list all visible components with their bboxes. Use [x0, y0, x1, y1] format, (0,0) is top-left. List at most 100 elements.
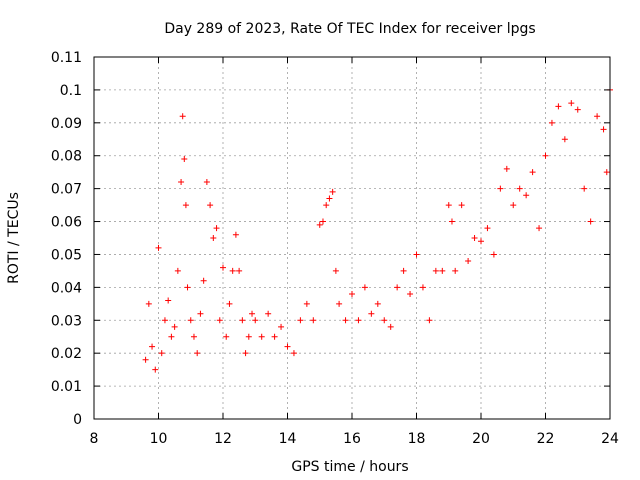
data-point	[445, 202, 452, 209]
data-point	[529, 169, 536, 176]
data-point	[548, 119, 555, 126]
data-point	[419, 284, 426, 291]
data-point	[581, 185, 588, 192]
data-point	[329, 188, 336, 195]
data-point	[342, 317, 349, 324]
y-tick-label: 0	[73, 412, 82, 428]
data-point	[213, 225, 220, 232]
data-point	[236, 267, 243, 274]
data-point	[361, 284, 368, 291]
data-point	[503, 165, 510, 172]
data-point	[452, 267, 459, 274]
data-point	[490, 251, 497, 258]
data-point	[497, 185, 504, 192]
data-point	[439, 267, 446, 274]
y-tick-label: 0.07	[51, 182, 82, 198]
x-tick-label: 12	[214, 431, 232, 447]
data-point	[229, 267, 236, 274]
data-point	[171, 323, 178, 330]
y-tick-label: 0.11	[51, 50, 82, 66]
data-point	[587, 218, 594, 225]
data-point	[349, 290, 355, 297]
data-point	[555, 103, 562, 110]
data-point	[181, 156, 188, 163]
data-point	[465, 258, 472, 265]
x-tick-labels: 8 10 12 14 16 18 20 22 24	[90, 431, 619, 447]
data-point	[368, 310, 375, 317]
data-point	[297, 317, 304, 324]
data-point	[523, 192, 530, 199]
data-point	[178, 179, 185, 186]
data-point	[381, 317, 388, 324]
data-point	[471, 235, 478, 241]
data-point	[458, 202, 465, 209]
data-point	[152, 366, 159, 373]
data-point	[226, 300, 233, 307]
data-point	[326, 195, 333, 202]
data-point	[258, 333, 265, 340]
data-point	[216, 317, 223, 324]
data-point	[478, 238, 484, 245]
data-point	[245, 333, 252, 340]
data-point	[319, 218, 326, 225]
data-point	[316, 221, 323, 228]
y-tick-label: 0.05	[51, 247, 82, 263]
data-point	[155, 244, 162, 251]
data-point	[290, 350, 297, 357]
data-point	[271, 333, 278, 340]
y-tick-label: 0.01	[51, 379, 82, 395]
data-point	[187, 317, 194, 324]
data-point	[594, 113, 601, 120]
data-point	[265, 310, 272, 317]
data-point	[252, 317, 259, 324]
y-tick-label: 0.06	[51, 215, 82, 231]
x-tick-label: 8	[90, 431, 99, 447]
data-point	[432, 267, 439, 274]
data-points	[142, 86, 613, 373]
y-tick-label: 0.04	[51, 280, 82, 296]
data-point	[149, 343, 156, 350]
axis-ticks	[93, 56, 611, 420]
data-point	[448, 218, 455, 225]
data-point	[510, 202, 517, 209]
x-tick-label: 20	[472, 431, 490, 447]
data-point	[242, 350, 249, 357]
data-point	[200, 277, 207, 284]
data-point	[374, 300, 381, 307]
data-point	[207, 202, 214, 209]
data-point	[168, 333, 175, 340]
y-tick-label: 0.02	[51, 346, 82, 362]
data-point	[387, 323, 394, 330]
data-point	[220, 264, 226, 271]
x-tick-label: 16	[343, 431, 361, 447]
y-tick-label: 0.03	[51, 313, 82, 329]
data-point	[355, 317, 362, 324]
data-point	[210, 235, 217, 241]
data-point	[600, 126, 607, 133]
data-point	[536, 225, 543, 232]
data-point	[426, 317, 433, 324]
data-point	[197, 310, 204, 317]
grid	[94, 57, 610, 419]
data-point	[239, 317, 246, 324]
data-point	[182, 202, 189, 209]
data-point	[394, 284, 401, 291]
data-point	[161, 317, 168, 324]
y-tick-label: 0.1	[60, 83, 82, 99]
data-point	[516, 185, 523, 192]
y-tick-label: 0.08	[51, 149, 82, 165]
y-tick-labels: 0 0.01 0.02 0.03 0.04 0.05 0.06 0.07 0.08 0.09 0.1…	[51, 50, 82, 428]
data-point	[484, 225, 491, 232]
data-point	[142, 356, 149, 363]
x-tick-label: 24	[601, 431, 619, 447]
data-point	[190, 333, 197, 340]
x-tick-label: 22	[537, 431, 555, 447]
data-point	[303, 300, 310, 307]
data-point	[223, 333, 230, 340]
data-point	[332, 267, 339, 274]
x-axis-label: GPS time / hours	[291, 459, 408, 475]
x-tick-label: 18	[408, 431, 426, 447]
data-point	[165, 297, 172, 304]
x-tick-label: 14	[279, 431, 297, 447]
data-point	[232, 231, 239, 238]
